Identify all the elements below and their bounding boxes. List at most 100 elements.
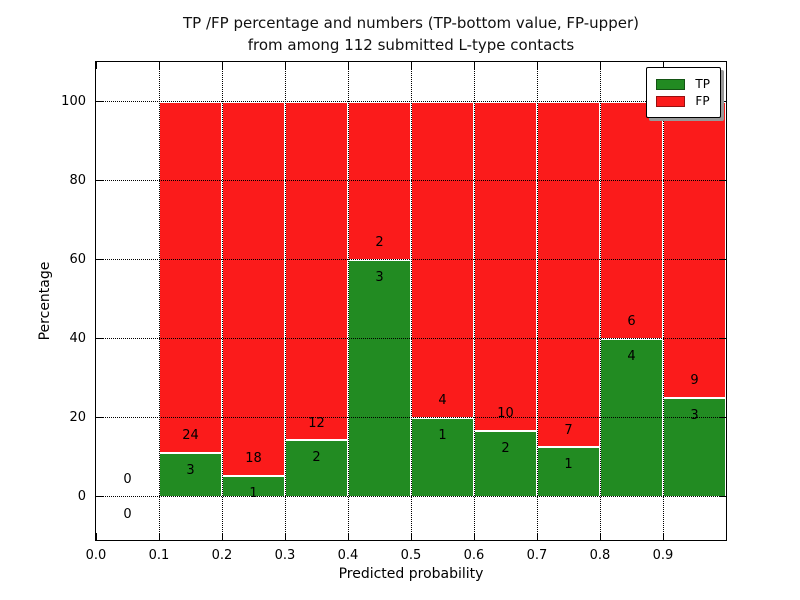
bar-count-tp-4: 3	[375, 269, 384, 285]
bar-count-fp-5: 4	[438, 392, 447, 408]
gridline-x-0.2	[221, 62, 223, 540]
bar-tp-4	[348, 259, 411, 497]
gridline-x-0.7	[536, 62, 538, 540]
x-tick-bottom-0.5	[410, 533, 412, 540]
bar-count-tp-3: 2	[312, 450, 321, 466]
bar-count-fp-8: 6	[627, 313, 636, 329]
gridline-x-0.4	[347, 62, 349, 540]
y-tick-left-60	[96, 259, 103, 261]
y-tick-right-40	[719, 338, 726, 340]
gridline-x-0.5	[410, 62, 412, 540]
y-tick-right-20	[719, 417, 726, 419]
x-tick-top-0.0	[95, 62, 97, 69]
bar-count-tp-0: 0	[123, 506, 132, 522]
legend: TP FP	[646, 67, 721, 118]
x-tick-bottom-0.8	[599, 533, 601, 540]
x-tick-bottom-0.9	[662, 533, 664, 540]
y-tick-label-60: 60	[69, 251, 86, 267]
bar-fp-9	[663, 101, 726, 398]
bar-count-fp-4: 2	[375, 234, 384, 250]
bar-count-tp-5: 1	[438, 427, 447, 443]
x-tick-top-0.5	[410, 62, 412, 69]
x-tick-top-0.1	[158, 62, 160, 69]
y-tick-label-80: 80	[69, 172, 86, 188]
bar-fp-6	[474, 101, 537, 431]
legend-swatch-fp-icon	[656, 95, 686, 107]
bar-count-fp-6: 10	[497, 406, 514, 422]
x-axis-label: Predicted probability	[338, 566, 484, 582]
y-tick-left-80	[96, 180, 103, 182]
y-tick-right-0	[719, 496, 726, 498]
bar-fp-2	[222, 101, 285, 476]
y-tick-right-60	[719, 259, 726, 261]
x-tick-top-0.8	[599, 62, 601, 69]
bar-count-tp-7: 1	[564, 457, 573, 473]
bar-tp-3	[285, 440, 348, 497]
x-tick-label-0.7: 0.7	[526, 548, 548, 563]
x-tick-top-0.4	[347, 62, 349, 69]
y-tick-left-0	[96, 496, 103, 498]
y-tick-right-100	[719, 101, 726, 103]
y-tick-label-0: 0	[77, 488, 86, 504]
legend-item-tp: TP	[656, 77, 710, 91]
y-tick-left-100	[96, 101, 103, 103]
bar-count-fp-1: 24	[182, 428, 199, 444]
plot-area: TP FP 0 0 24 3 18 1 12 2 2 3 4 1 10 2 7 1 6 4 9 3	[95, 62, 726, 540]
bar-count-fp-3: 12	[308, 415, 325, 431]
x-tick-bottom-0.2	[221, 533, 223, 540]
x-tick-label-0.3: 0.3	[274, 548, 296, 563]
x-tick-bottom-0.1	[158, 533, 160, 540]
y-tick-right-80	[719, 180, 726, 182]
x-tick-bottom-0.0	[95, 533, 97, 540]
legend-item-fp: FP	[656, 94, 710, 108]
bar-tp-9	[663, 397, 726, 497]
x-tick-top-0.9	[662, 62, 664, 69]
bar-tp-6	[474, 430, 537, 497]
gridline-x-0.6	[473, 62, 475, 540]
chart-title: TP /FP percentage and numbers (TP-bottom…	[96, 12, 726, 56]
bar-fp-1	[159, 101, 222, 453]
bar-count-tp-2: 1	[249, 485, 258, 501]
x-tick-label-0.5: 0.5	[400, 548, 422, 563]
gridline-x-0.1	[158, 62, 160, 540]
x-tick-bottom-0.7	[536, 533, 538, 540]
bar-fp-3	[285, 101, 348, 441]
gridline-x-0.8	[599, 62, 601, 540]
x-tick-top-0.3	[284, 62, 286, 69]
x-tick-top-0.2	[221, 62, 223, 69]
bar-count-fp-2: 18	[245, 451, 262, 467]
y-tick-left-20	[96, 417, 103, 419]
bar-count-tp-8: 4	[627, 348, 636, 364]
chart-title-line2: from among 112 submitted L-type contacts	[247, 36, 575, 54]
y-tick-label-100: 100	[61, 93, 86, 109]
x-tick-label-0.6: 0.6	[463, 548, 485, 563]
x-tick-bottom-0.6	[473, 533, 475, 540]
x-tick-label-0.9: 0.9	[652, 548, 674, 563]
bar-tp-5	[411, 417, 474, 497]
x-tick-top-0.6	[473, 62, 475, 69]
x-tick-bottom-0.4	[347, 533, 349, 540]
x-tick-label-0.2: 0.2	[211, 548, 233, 563]
legend-label-fp: FP	[695, 94, 710, 108]
x-tick-top-0.7	[536, 62, 538, 69]
x-tick-label-0.1: 0.1	[148, 548, 170, 563]
bar-fp-8	[600, 101, 663, 339]
bar-count-fp-0: 0	[123, 471, 132, 487]
gridline-x-0.9	[662, 62, 664, 540]
legend-label-tp: TP	[695, 77, 710, 91]
bar-tp-1	[159, 452, 222, 497]
y-tick-label-40: 40	[69, 330, 86, 346]
bar-fp-7	[537, 101, 600, 448]
x-tick-label-0.0: 0.0	[85, 548, 107, 563]
gridline-x-0.3	[284, 62, 286, 540]
x-tick-bottom-0.3	[284, 533, 286, 540]
x-tick-label-0.4: 0.4	[337, 548, 359, 563]
legend-swatch-tp-icon	[656, 78, 686, 90]
x-tick-label-0.8: 0.8	[589, 548, 611, 563]
y-tick-left-40	[96, 338, 103, 340]
bar-count-tp-1: 3	[186, 462, 195, 478]
bar-count-fp-7: 7	[564, 422, 573, 438]
bar-count-tp-6: 2	[501, 440, 510, 456]
bar-count-tp-9: 3	[690, 407, 699, 423]
